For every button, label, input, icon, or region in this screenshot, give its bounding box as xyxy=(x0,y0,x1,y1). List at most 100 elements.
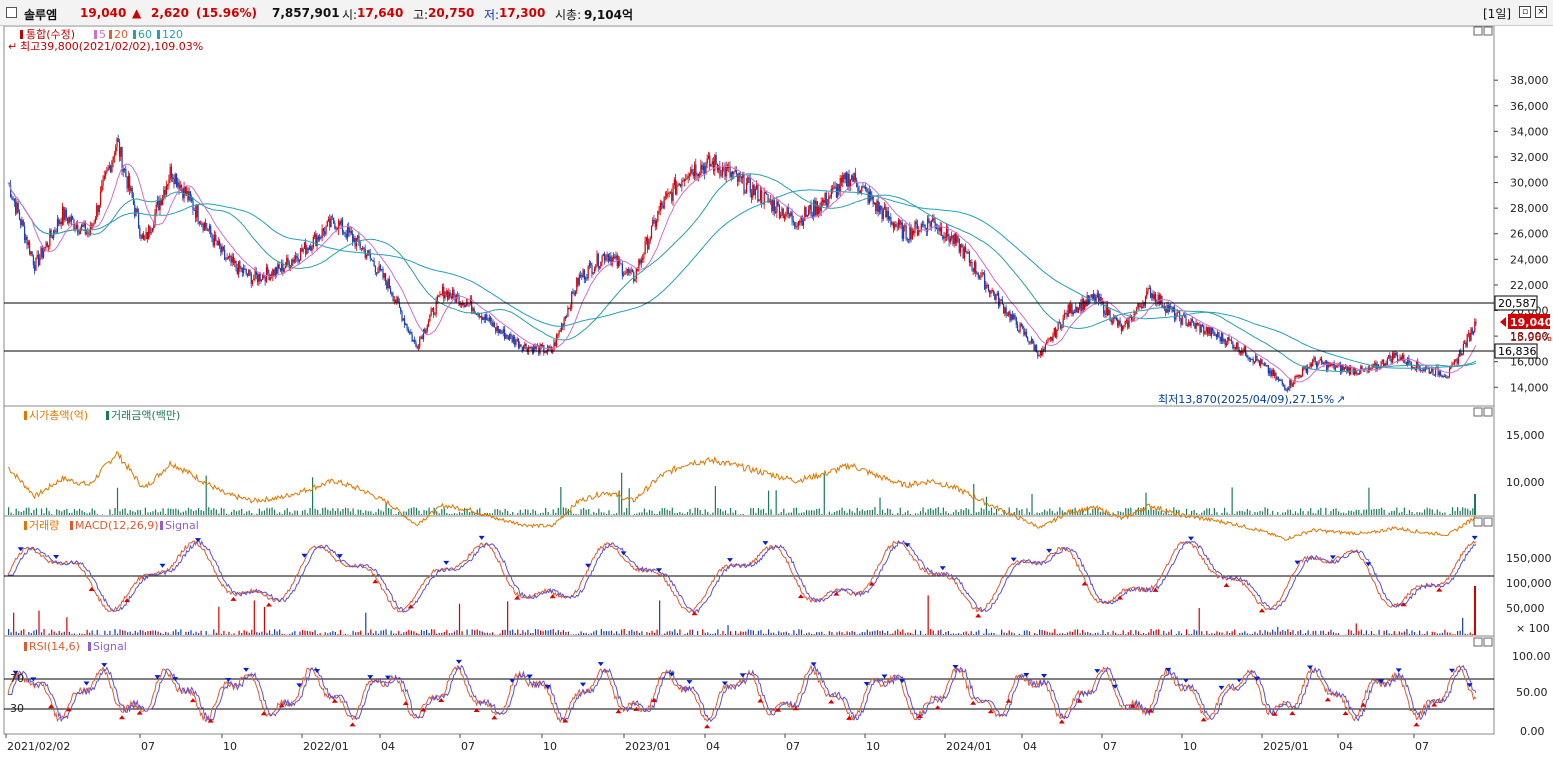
legend-swatch-60 xyxy=(133,30,136,39)
candle-body xyxy=(232,256,235,263)
volume-bar xyxy=(1421,634,1423,635)
candle-body xyxy=(1294,376,1296,383)
volume-bar xyxy=(697,631,699,635)
candle-body xyxy=(395,299,397,303)
trade-amount-bar xyxy=(1153,509,1155,515)
period-selector[interactable]: [1일] xyxy=(1483,7,1512,21)
trade-amount-bar xyxy=(864,510,866,515)
candle-body xyxy=(224,249,226,260)
candle-body xyxy=(1417,360,1419,367)
volume-bar xyxy=(1117,634,1119,635)
trade-amount-bar xyxy=(448,514,450,515)
candle-body xyxy=(334,223,336,229)
candle-body xyxy=(463,302,465,308)
candle-body xyxy=(94,218,97,223)
trade-amount-bar xyxy=(504,508,506,515)
candle-body xyxy=(77,225,79,233)
candle-body xyxy=(371,258,373,261)
candle-body xyxy=(135,208,137,216)
candle-body xyxy=(976,273,978,275)
trade-amount-bar xyxy=(1044,509,1046,515)
trade-amount-bar xyxy=(165,514,167,515)
candle-body xyxy=(339,221,341,225)
trade-amount-bar xyxy=(534,510,537,515)
candle-body xyxy=(1043,348,1045,350)
trade-amount-bar xyxy=(324,507,326,515)
x-axis-label: 2022/01 xyxy=(303,740,349,753)
candle-body xyxy=(862,186,864,188)
panel-restore-icon[interactable] xyxy=(1473,517,1483,527)
volume-bar xyxy=(238,630,240,635)
candle-body xyxy=(918,230,920,235)
candle-body xyxy=(1103,301,1105,314)
trade-amount-bar xyxy=(1332,508,1335,515)
volume-bar xyxy=(773,632,775,635)
candle-body xyxy=(733,171,735,175)
volume-bar xyxy=(1330,629,1332,635)
candle-body xyxy=(1248,357,1250,360)
high-price: 20,750 xyxy=(428,6,475,20)
candle-body xyxy=(148,225,150,240)
trade-amount-bar xyxy=(1084,514,1086,515)
trade-amount-bar xyxy=(1170,513,1172,515)
candle-body xyxy=(910,226,912,239)
trade-amount-bar xyxy=(833,511,836,515)
select-checkbox[interactable] xyxy=(6,7,17,18)
panel-restore-icon[interactable] xyxy=(1473,26,1483,36)
candle-body xyxy=(1469,333,1471,341)
volume-bar xyxy=(1292,630,1294,635)
trade-amount-bar xyxy=(228,514,230,515)
sell-arrow-icon xyxy=(1365,562,1372,567)
trade-amount-bar xyxy=(838,510,841,515)
panel-close-icon[interactable] xyxy=(1483,407,1493,417)
candle-body xyxy=(1291,384,1294,386)
stock-name: 솔루엠 xyxy=(24,8,58,22)
volume-bar xyxy=(735,630,737,635)
close-icon[interactable]: × xyxy=(1535,6,1547,18)
volume-bar xyxy=(737,633,739,635)
volume-bar xyxy=(724,633,727,635)
candle-body xyxy=(1231,339,1233,342)
volume-bar xyxy=(1198,607,1200,635)
candle-body xyxy=(31,251,33,257)
volume-bar xyxy=(565,631,567,635)
volume-bar xyxy=(456,630,458,635)
candle-body xyxy=(488,317,491,321)
candle-body xyxy=(249,270,251,274)
candle-body xyxy=(618,258,620,267)
trade-amount-bar xyxy=(689,509,691,515)
panel-close-icon[interactable] xyxy=(1483,637,1493,647)
candle-body xyxy=(1246,354,1248,358)
candle-body xyxy=(1424,367,1427,371)
trade-amount-bar xyxy=(843,510,846,515)
candle-body xyxy=(1442,376,1444,378)
panel-restore-icon[interactable] xyxy=(1473,637,1483,647)
panel-close-icon[interactable] xyxy=(1483,517,1493,527)
restore-icon[interactable]: ▫ xyxy=(1519,6,1531,18)
volume-bar xyxy=(1051,632,1053,635)
candle-body xyxy=(116,138,118,148)
candle-body xyxy=(479,315,482,318)
rsi-panel-frame xyxy=(3,635,1495,735)
candle-body xyxy=(297,257,299,262)
volume-bar xyxy=(904,633,906,635)
volume-bar xyxy=(121,630,124,635)
trade-amount-bar xyxy=(1320,507,1322,515)
volume-bar xyxy=(795,633,798,635)
trade-amount-bar xyxy=(322,508,324,515)
trade-amount-bar xyxy=(43,513,45,515)
candle-body xyxy=(1073,311,1076,313)
sell-arrow-icon xyxy=(1023,672,1030,677)
trade-amount-bar xyxy=(919,511,922,515)
trade-amount-bar xyxy=(960,509,962,515)
candle-body xyxy=(635,268,637,279)
candle-body xyxy=(1206,327,1209,334)
trade-amount-bar xyxy=(1267,508,1269,515)
candle-body xyxy=(977,273,979,278)
trade-amount-bar xyxy=(1464,508,1466,515)
panel-restore-icon[interactable] xyxy=(1473,407,1483,417)
panel-close-icon[interactable] xyxy=(1483,26,1493,36)
candle-body xyxy=(1057,322,1059,330)
trade-amount-bar xyxy=(1137,507,1140,515)
volume-bar xyxy=(884,632,886,635)
